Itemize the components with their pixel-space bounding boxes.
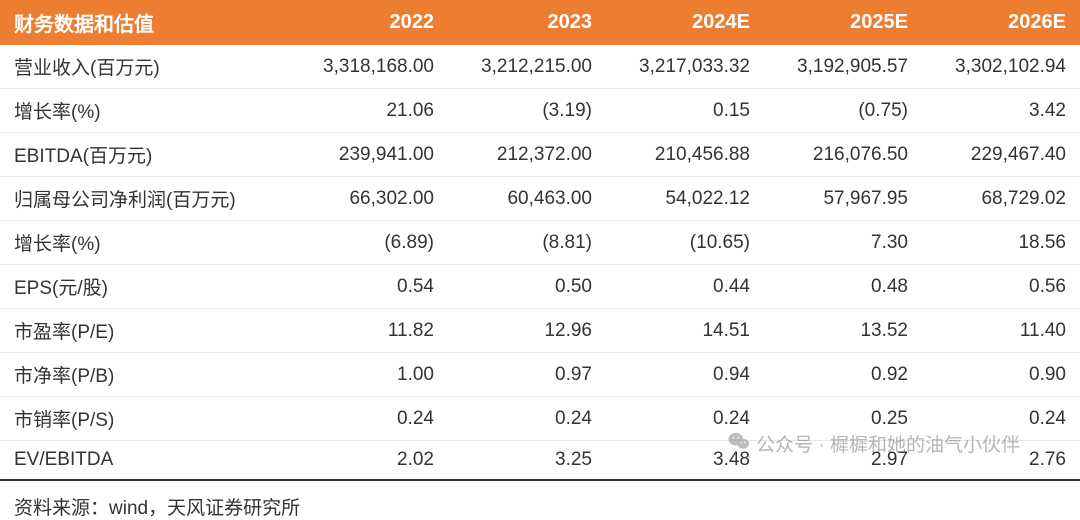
source-footer: 资料来源：wind，天风证券研究所 bbox=[0, 481, 1080, 520]
table-row: 市销率(P/S)0.240.240.240.250.24 bbox=[0, 397, 1080, 441]
col-header-2023: 2023 bbox=[448, 0, 606, 45]
cell-value: 0.54 bbox=[290, 265, 448, 309]
cell-value: 3,192,905.57 bbox=[764, 45, 922, 89]
cell-value: 3,302,102.94 bbox=[922, 45, 1080, 89]
row-label: EBITDA(百万元) bbox=[0, 133, 290, 177]
table-row: EPS(元/股)0.540.500.440.480.56 bbox=[0, 265, 1080, 309]
table-row: 增长率(%)(6.89)(8.81)(10.65)7.3018.56 bbox=[0, 221, 1080, 265]
cell-value: 0.50 bbox=[448, 265, 606, 309]
cell-value: (6.89) bbox=[290, 221, 448, 265]
table-row: EV/EBITDA2.023.253.482.972.76 bbox=[0, 441, 1080, 481]
col-header-2022: 2022 bbox=[290, 0, 448, 45]
cell-value: 0.90 bbox=[922, 353, 1080, 397]
cell-value: 21.06 bbox=[290, 89, 448, 133]
table-row: 市净率(P/B)1.000.970.940.920.90 bbox=[0, 353, 1080, 397]
cell-value: 0.15 bbox=[606, 89, 764, 133]
cell-value: 2.76 bbox=[922, 441, 1080, 481]
cell-value: 0.92 bbox=[764, 353, 922, 397]
cell-value: 1.00 bbox=[290, 353, 448, 397]
row-label: 增长率(%) bbox=[0, 89, 290, 133]
cell-value: 54,022.12 bbox=[606, 177, 764, 221]
row-label: 归属母公司净利润(百万元) bbox=[0, 177, 290, 221]
table-row: EBITDA(百万元)239,941.00212,372.00210,456.8… bbox=[0, 133, 1080, 177]
cell-value: 0.97 bbox=[448, 353, 606, 397]
cell-value: 212,372.00 bbox=[448, 133, 606, 177]
row-label: 增长率(%) bbox=[0, 221, 290, 265]
cell-value: 60,463.00 bbox=[448, 177, 606, 221]
table-row: 营业收入(百万元)3,318,168.003,212,215.003,217,0… bbox=[0, 45, 1080, 89]
cell-value: 18.56 bbox=[922, 221, 1080, 265]
financial-table: 财务数据和估值 2022 2023 2024E 2025E 2026E 营业收入… bbox=[0, 0, 1080, 481]
cell-value: 11.82 bbox=[290, 309, 448, 353]
cell-value: 216,076.50 bbox=[764, 133, 922, 177]
row-label: EPS(元/股) bbox=[0, 265, 290, 309]
col-header-2025e: 2025E bbox=[764, 0, 922, 45]
cell-value: 0.24 bbox=[290, 397, 448, 441]
cell-value: 3,318,168.00 bbox=[290, 45, 448, 89]
cell-value: 3.42 bbox=[922, 89, 1080, 133]
col-header-2024e: 2024E bbox=[606, 0, 764, 45]
cell-value: 13.52 bbox=[764, 309, 922, 353]
row-label: 市盈率(P/E) bbox=[0, 309, 290, 353]
cell-value: 229,467.40 bbox=[922, 133, 1080, 177]
cell-value: 2.97 bbox=[764, 441, 922, 481]
cell-value: 0.94 bbox=[606, 353, 764, 397]
cell-value: 11.40 bbox=[922, 309, 1080, 353]
table-row: 增长率(%)21.06(3.19)0.15(0.75)3.42 bbox=[0, 89, 1080, 133]
row-label: EV/EBITDA bbox=[0, 441, 290, 481]
cell-value: 210,456.88 bbox=[606, 133, 764, 177]
cell-value: 57,967.95 bbox=[764, 177, 922, 221]
cell-value: 68,729.02 bbox=[922, 177, 1080, 221]
table-row: 市盈率(P/E)11.8212.9614.5113.5211.40 bbox=[0, 309, 1080, 353]
cell-value: 0.44 bbox=[606, 265, 764, 309]
row-label: 市净率(P/B) bbox=[0, 353, 290, 397]
cell-value: 3,212,215.00 bbox=[448, 45, 606, 89]
cell-value: 0.24 bbox=[606, 397, 764, 441]
cell-value: 239,941.00 bbox=[290, 133, 448, 177]
cell-value: 7.30 bbox=[764, 221, 922, 265]
cell-value: 0.48 bbox=[764, 265, 922, 309]
cell-value: 66,302.00 bbox=[290, 177, 448, 221]
cell-value: (0.75) bbox=[764, 89, 922, 133]
col-header-title: 财务数据和估值 bbox=[0, 0, 290, 45]
cell-value: 0.24 bbox=[922, 397, 1080, 441]
table-row: 归属母公司净利润(百万元)66,302.0060,463.0054,022.12… bbox=[0, 177, 1080, 221]
table-header-row: 财务数据和估值 2022 2023 2024E 2025E 2026E bbox=[0, 0, 1080, 45]
col-header-2026e: 2026E bbox=[922, 0, 1080, 45]
cell-value: 0.56 bbox=[922, 265, 1080, 309]
cell-value: 12.96 bbox=[448, 309, 606, 353]
cell-value: 0.24 bbox=[448, 397, 606, 441]
row-label: 营业收入(百万元) bbox=[0, 45, 290, 89]
row-label: 市销率(P/S) bbox=[0, 397, 290, 441]
cell-value: (8.81) bbox=[448, 221, 606, 265]
cell-value: 0.25 bbox=[764, 397, 922, 441]
cell-value: 3.25 bbox=[448, 441, 606, 481]
cell-value: 3,217,033.32 bbox=[606, 45, 764, 89]
cell-value: (3.19) bbox=[448, 89, 606, 133]
table-body: 营业收入(百万元)3,318,168.003,212,215.003,217,0… bbox=[0, 45, 1080, 480]
cell-value: 3.48 bbox=[606, 441, 764, 481]
cell-value: 14.51 bbox=[606, 309, 764, 353]
cell-value: 2.02 bbox=[290, 441, 448, 481]
financial-table-container: 财务数据和估值 2022 2023 2024E 2025E 2026E 营业收入… bbox=[0, 0, 1080, 481]
cell-value: (10.65) bbox=[606, 221, 764, 265]
